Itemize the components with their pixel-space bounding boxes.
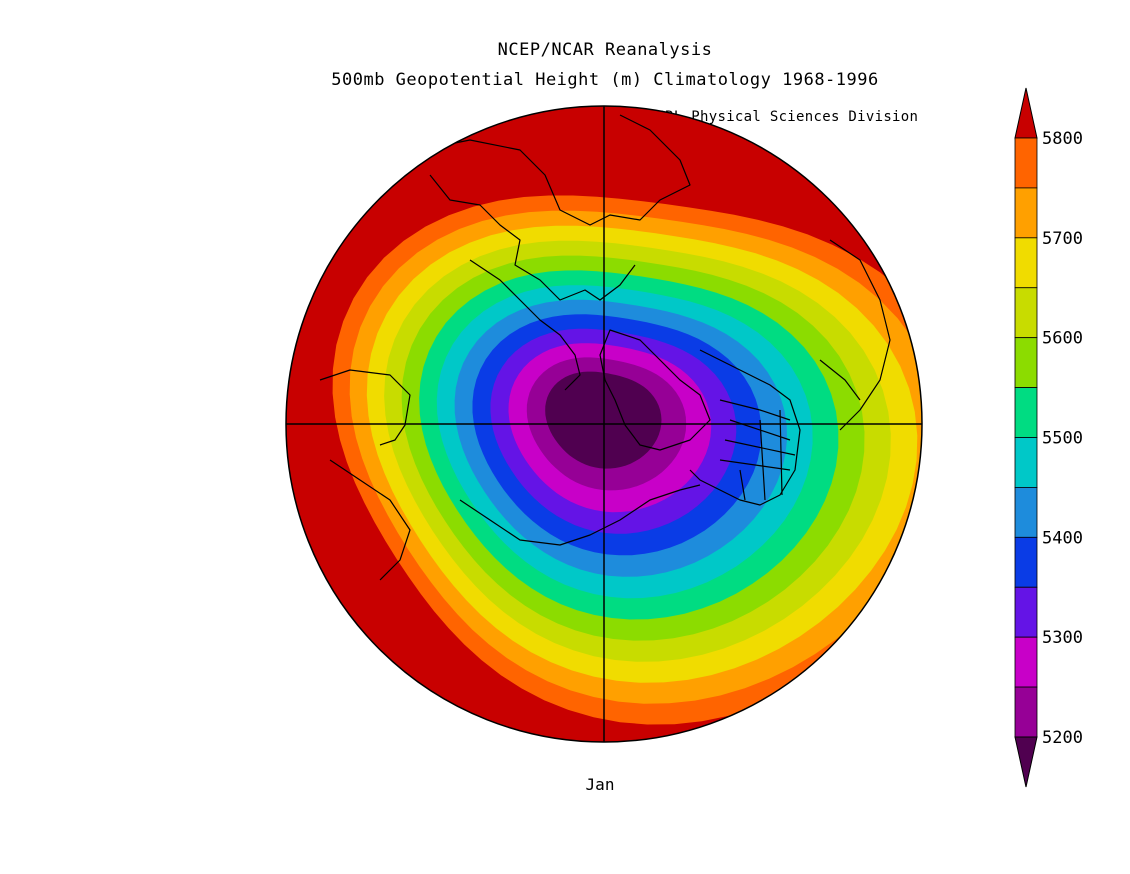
colorbar-tick-label: 5400 [1042,528,1083,548]
colorbar-extend-bottom [1014,736,1038,788]
height-field [286,106,922,742]
colorbar-extend-top [1014,87,1038,139]
continent-outlines [319,114,891,581]
colorbar-swatch [1014,187,1038,239]
colorbar-swatch [1014,387,1038,438]
colorbar-tick-label: 5500 [1042,429,1083,449]
colorbar-tick-label: 5300 [1042,628,1083,648]
colorbar-swatch [1014,437,1038,488]
chart-subtitle: 500mb Geopotential Height (m) Climatolog… [331,70,879,90]
month-label: Jan [585,775,615,794]
colorbar-swatch [1014,586,1038,638]
colorbar-tick-label: 5200 [1042,728,1083,748]
colorbar: 5800 5700 5600 5500 5400 5300 5200 [1014,87,1083,788]
colorbar-tick-label: 5700 [1042,229,1083,249]
colorbar-swatch [1014,487,1038,538]
chart-title: NCEP/NCAR Reanalysis [497,40,713,60]
colorbar-swatch [1014,137,1038,189]
colorbar-swatch [1014,287,1038,339]
colorbar-swatch [1014,337,1038,388]
colorbar-swatch [1014,686,1038,738]
colorbar-swatch [1014,536,1038,588]
colorbar-tick-label: 5800 [1042,129,1083,149]
colorbar-tick-label: 5600 [1042,329,1083,349]
map-boundary [285,105,923,743]
colorbar-swatch [1014,636,1038,688]
colorbar-swatch [1014,237,1038,289]
